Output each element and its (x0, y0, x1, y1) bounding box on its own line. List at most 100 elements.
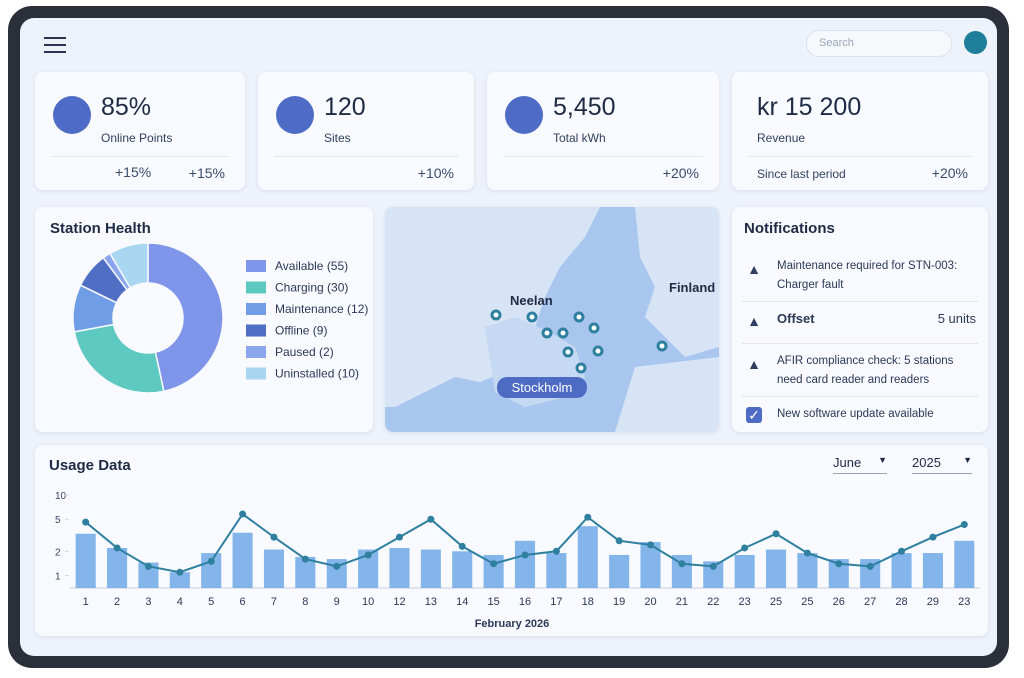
checkbox: ✓ (746, 407, 762, 423)
line-point (521, 551, 529, 559)
kpi-card: 5,450 Total kWh +20% (487, 72, 719, 190)
donut-slice (147, 242, 224, 393)
line-point (490, 560, 498, 568)
x-tick-label: 29 (927, 596, 939, 608)
line-point (552, 547, 560, 555)
bar (138, 562, 159, 588)
y-tick-label: 1 (55, 572, 61, 583)
donut-slice (73, 323, 165, 394)
map-label: Stockholm (512, 380, 573, 395)
bar (954, 540, 975, 588)
kpi-value: 85% (101, 93, 152, 121)
x-tick-label: 25 (770, 596, 782, 608)
bar (640, 542, 661, 588)
legend-swatch (246, 367, 266, 380)
x-tick-label: 15 (487, 596, 499, 608)
bar (389, 547, 410, 588)
kpi-change: +20% (662, 165, 699, 181)
card-title: Notifications (744, 220, 835, 237)
divider (748, 156, 972, 157)
kpi-label: Total kWh (553, 131, 606, 145)
kpi-label: Revenue (757, 131, 806, 145)
bar (922, 553, 943, 588)
kpi-value: 5,450 (553, 93, 616, 121)
kpi-value: kr 15 200 (757, 93, 862, 121)
line-point (615, 537, 623, 545)
year-select[interactable]: 2025 ▼ (912, 455, 972, 474)
line-point (458, 542, 466, 550)
legend-label: Offline (9) (275, 324, 327, 338)
x-tick-label: 9 (334, 596, 340, 608)
divider (742, 396, 978, 397)
usage-card: Usage Data June ▼ 2025 ▼ 10 5 2 1 1 2 3 4 5 6 7 8 9 10 1… (35, 445, 988, 636)
bar (703, 561, 724, 588)
notification-text: Offset (777, 311, 815, 326)
bar (577, 526, 598, 588)
x-tick-label: 10 (362, 596, 374, 608)
divider (503, 156, 703, 157)
x-tick-label: 6 (240, 596, 246, 608)
line-point (803, 549, 811, 557)
x-tick-label: 18 (582, 596, 594, 608)
map-card: Neelan Finland Stockholm (385, 207, 719, 432)
line-point (239, 510, 247, 518)
line-point (835, 560, 843, 568)
line-point (929, 533, 937, 541)
line-point (113, 544, 121, 552)
legend-swatch (246, 260, 266, 272)
x-tick-label: 21 (676, 596, 688, 608)
kpi-change: +10% (417, 165, 454, 181)
bar (734, 554, 755, 588)
legend-swatch (246, 303, 266, 315)
x-tick-label: 23 (739, 596, 751, 608)
divider (742, 301, 978, 302)
kpi-icon (276, 96, 314, 134)
divider (51, 156, 229, 157)
legend-swatch (246, 346, 266, 358)
bar (828, 559, 849, 588)
kpi-change: +15% (115, 164, 152, 180)
bar (169, 572, 190, 588)
card-title: Station Health (50, 220, 151, 237)
line-point (960, 521, 968, 529)
search-box[interactable]: Search (806, 30, 952, 57)
kpi-card: kr 15 200 Revenue Since last period +20% (732, 72, 988, 190)
month-select[interactable]: June ▼ (833, 455, 887, 474)
notification-text: New software update available (777, 408, 934, 420)
x-tick-label: 17 (550, 596, 562, 608)
bar (201, 553, 222, 588)
kpi-label: Sites (324, 131, 351, 145)
kpi-change: +15% (188, 165, 225, 181)
line-point (427, 515, 435, 523)
card-title: Usage Data (49, 457, 131, 474)
notifications-card: Notifications ▲ Maintenance required for … (732, 207, 988, 432)
x-tick-label: 13 (425, 596, 437, 608)
line-point (207, 557, 215, 565)
notification-detail: 5 units (937, 311, 976, 326)
warning-icon: ▲ (747, 356, 761, 372)
line-point (333, 562, 341, 570)
line-point (364, 551, 372, 559)
x-axis-title: February 2026 (475, 618, 550, 630)
x-tick-label: 25 (801, 596, 813, 608)
line-point (741, 544, 749, 552)
kpi-icon (505, 96, 543, 134)
legend-label: Charging (30) (275, 281, 348, 295)
x-tick-label: 7 (271, 596, 277, 608)
divider (742, 343, 978, 344)
avatar[interactable] (964, 31, 987, 54)
line-point (144, 562, 152, 570)
y-tick-label: 5 (55, 515, 61, 526)
line-point (647, 541, 655, 549)
kpi-note: Since last period (757, 167, 846, 181)
menu-button[interactable] (44, 36, 68, 54)
legend-label: Paused (2) (275, 345, 334, 359)
x-tick-label: 3 (145, 596, 151, 608)
line-point (772, 530, 780, 538)
bar (263, 549, 285, 588)
x-tick-label: 27 (864, 596, 876, 608)
kpi-card: 85% Online Points +15% +15% (35, 72, 245, 190)
bar (358, 549, 379, 588)
kpi-label: Online Points (101, 131, 173, 145)
